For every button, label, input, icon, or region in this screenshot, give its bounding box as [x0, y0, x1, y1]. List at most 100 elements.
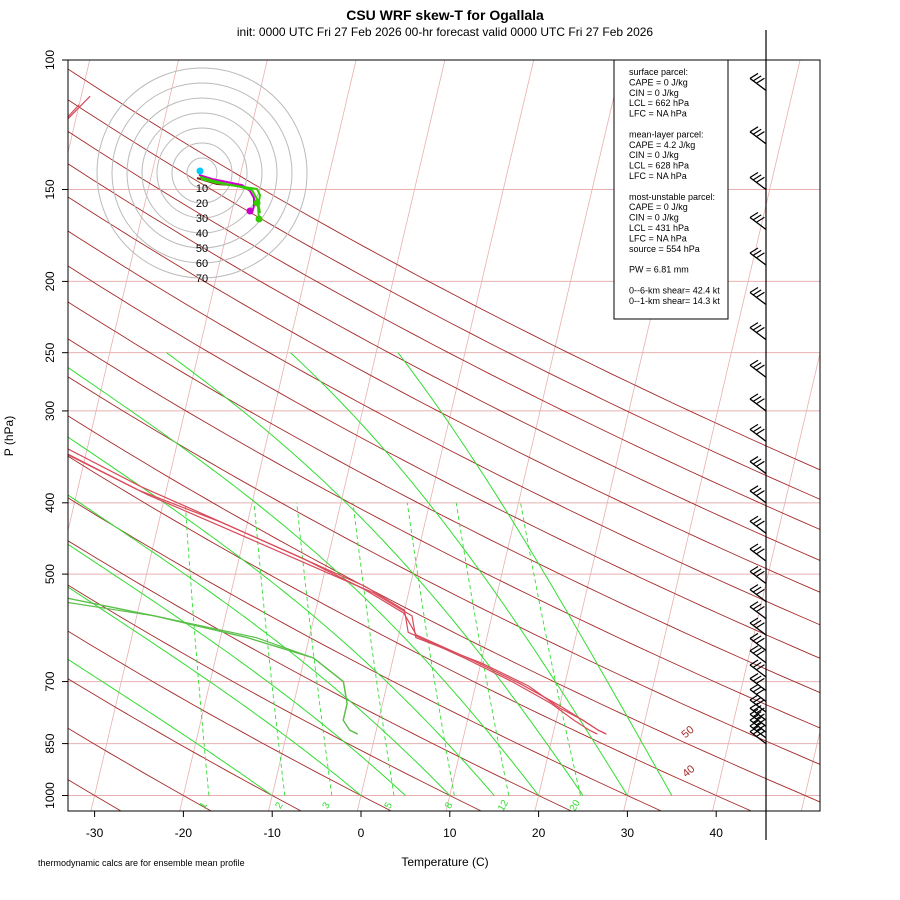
wind-barb-flag: [749, 584, 759, 591]
wind-barb-shaft: [749, 461, 767, 475]
wind-barb-flag: [756, 364, 765, 371]
wind-barb: [749, 172, 767, 191]
wind-barb-flag: [749, 322, 759, 329]
wind-barb-flag: [749, 485, 759, 492]
wind-barb: [749, 322, 767, 341]
wind-barb-flag: [752, 635, 762, 642]
wind-barb-flag: [752, 75, 762, 82]
dry-adiabat-line: [68, 678, 302, 811]
stats-line: CAPE = 0 J/kg: [629, 202, 688, 212]
wind-barb-flag: [756, 606, 765, 613]
hodograph-ring: [141, 112, 263, 234]
wind-barb-flag: [749, 673, 759, 680]
wind-barb-flag: [756, 677, 765, 684]
hodograph-ring: [111, 82, 293, 264]
isotherm-line: [179, 60, 357, 811]
wind-barb-flag: [752, 458, 762, 465]
wind-barb-flag: [749, 726, 759, 733]
wind-barb-flag: [752, 324, 762, 331]
hodograph-ring: [186, 157, 218, 189]
mixing-ratio-label: 12: [496, 798, 511, 814]
wind-barb: [749, 566, 767, 585]
wind-barb-flag: [749, 359, 759, 366]
mixing-ratio-line: [520, 502, 581, 796]
wind-barb-flag: [749, 423, 759, 430]
wind-barb-flag: [752, 289, 762, 296]
stats-line: surface parcel:: [629, 67, 688, 77]
wind-barb: [749, 543, 767, 562]
wind-barb-shaft: [749, 364, 767, 378]
profile-lines: [68, 95, 607, 735]
dry-adiabat-line: [68, 196, 820, 593]
dry-adiabat-line: [68, 338, 820, 729]
stats-line: 0--1-km shear= 14.3 kt: [629, 296, 720, 306]
dry-adiabat-line: [68, 584, 482, 811]
wind-barb-flag: [756, 428, 765, 435]
stats-frame: [613, 59, 729, 320]
wind-barb-shaft: [749, 252, 767, 266]
wind-barb-flag: [749, 247, 759, 254]
stats-line: LFC = NA hPa: [629, 233, 687, 243]
mixing-ratio-line: [406, 502, 455, 796]
wind-barb-flag: [752, 128, 762, 135]
x-tick-label: 20: [532, 826, 546, 840]
wind-barb-flag: [752, 722, 762, 729]
moist-adiabat-line: [68, 658, 273, 796]
moist-adiabat-line: [68, 494, 451, 796]
y-tick-label: 250: [43, 342, 57, 362]
wind-barb-flag: [756, 548, 765, 555]
wind-barb-flag: [756, 719, 765, 726]
x-tick-label: 30: [621, 826, 635, 840]
wind-barb-flag: [752, 568, 762, 575]
stats-line: CAPE = 4.2 J/kg: [629, 140, 695, 150]
wind-barb: [749, 456, 767, 475]
dry-adiabat-line: [68, 415, 820, 803]
mixing-ratio-line: [253, 502, 286, 796]
temperature-profile: [68, 95, 598, 735]
wind-barb-flag: [756, 730, 765, 737]
wind-barb-flag: [749, 702, 759, 709]
mixing-ratio-line: [352, 502, 395, 796]
hodograph-ring: [156, 127, 248, 219]
dry-adiabat-line: [68, 455, 752, 811]
wind-barb-shaft: [749, 719, 767, 733]
stats-line: LCL = 431 hPa: [629, 223, 689, 233]
isotherm-line: [68, 60, 179, 533]
mixing-ratio-line: [455, 502, 510, 796]
stats-line: 0--6-km shear= 42.4 kt: [629, 285, 720, 295]
dry-adiabat-line: [68, 99, 820, 500]
wind-barb: [749, 247, 767, 266]
wind-barb-flag: [756, 622, 765, 629]
x-tick-label: 10: [443, 826, 457, 840]
hodograph-ring-label: 20: [196, 198, 208, 210]
isotherm-line: [712, 351, 820, 811]
hodograph: 10 20 30 40 50 60 70: [96, 67, 308, 285]
wind-barb: [749, 286, 767, 306]
wind-barb-shaft: [749, 77, 767, 91]
temperature-profile: [68, 112, 607, 735]
wind-barb-flag: [752, 362, 762, 369]
wind-barb: [749, 359, 767, 378]
wind-barb: [749, 423, 767, 442]
moist-adiabat-line: [290, 352, 628, 796]
wind-barb-flag: [756, 713, 765, 720]
wind-barb-flag: [756, 131, 765, 138]
wind-barb-flag: [756, 570, 765, 577]
wind-barb-flag: [756, 460, 765, 467]
stats-line: most-unstable parcel:: [629, 192, 715, 202]
wind-barb: [749, 72, 767, 91]
wind-barb-shaft: [749, 548, 767, 562]
x-tick-label: 0: [358, 826, 365, 840]
wind-barb: [749, 393, 767, 412]
wind-barb-flag: [756, 725, 765, 732]
mixing-ratio-label: 5: [383, 800, 396, 811]
y-tick-label: 850: [43, 733, 57, 753]
wind-barb-flag: [756, 252, 765, 259]
dry-adiabat-line: [68, 163, 820, 561]
wind-barb-flag: [752, 686, 762, 693]
y-tick-label: 150: [43, 179, 57, 199]
mixing-ratio-label: 20: [568, 798, 583, 814]
dry-adiabat-line: [68, 497, 662, 811]
x-axis: -30 -20 -10 0 10 20 30 40: [86, 810, 723, 840]
